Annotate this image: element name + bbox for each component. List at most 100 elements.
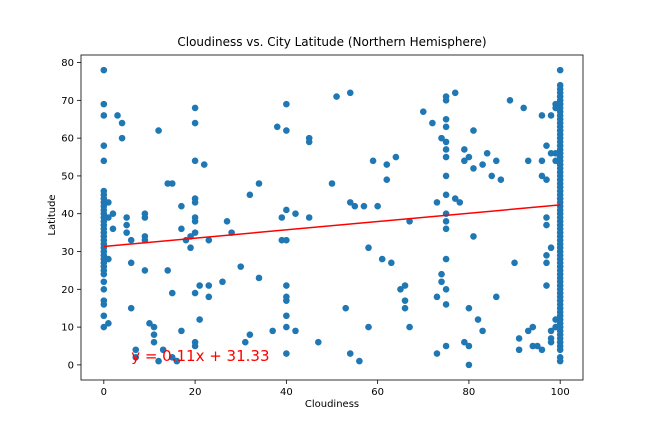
data-point [241, 338, 249, 346]
data-point [492, 157, 500, 165]
y-tick-label: 60 [61, 134, 74, 145]
data-point [283, 350, 290, 357]
data-point [465, 153, 473, 161]
data-point [191, 157, 199, 165]
data-point [433, 350, 441, 357]
data-point [278, 214, 286, 221]
data-point [365, 323, 372, 331]
data-point [442, 225, 450, 233]
data-point [219, 278, 226, 286]
data-point [191, 342, 199, 350]
data-point [315, 338, 322, 346]
data-point [383, 176, 391, 184]
data-point [283, 236, 290, 244]
data-point [456, 199, 464, 206]
data-point [328, 180, 336, 187]
data-point [556, 357, 564, 365]
data-points [100, 66, 564, 369]
data-point [205, 282, 213, 289]
data-point [438, 278, 445, 286]
data-point [442, 146, 450, 153]
data-point [538, 112, 546, 119]
data-point [346, 350, 354, 357]
data-point [255, 274, 263, 282]
data-point [360, 202, 368, 210]
data-point [164, 267, 172, 274]
data-point [479, 161, 486, 168]
data-point [442, 115, 450, 123]
data-point [100, 323, 108, 331]
data-point [132, 354, 140, 361]
data-point [552, 104, 559, 112]
data-point [100, 270, 108, 278]
data-point [388, 259, 395, 267]
data-point [155, 357, 162, 365]
data-point [470, 233, 477, 240]
data-point [429, 119, 436, 127]
data-point [346, 89, 354, 97]
data-point [246, 191, 254, 199]
y-tick-label: 70 [61, 96, 74, 107]
data-point [401, 297, 409, 304]
data-point [150, 323, 158, 331]
data-point [278, 236, 286, 244]
data-point [497, 176, 505, 184]
data-point [346, 199, 354, 206]
data-point [547, 327, 555, 335]
x-tick-label: 20 [189, 387, 202, 398]
data-point [442, 191, 450, 199]
x-axis: 0 20 40 60 80 100 [101, 380, 570, 398]
data-point [168, 354, 176, 361]
data-point [141, 267, 149, 274]
data-point [292, 210, 299, 218]
data-point [442, 217, 450, 225]
data-point [356, 357, 363, 365]
data-point [556, 66, 564, 74]
data-point [105, 255, 112, 263]
data-point [406, 217, 413, 225]
data-point [100, 278, 108, 286]
data-point [461, 157, 468, 165]
data-point [283, 323, 290, 331]
y-tick-label: 30 [61, 247, 74, 258]
data-point [383, 161, 391, 168]
data-point [461, 338, 468, 346]
data-point [114, 112, 121, 119]
data-point [433, 293, 441, 301]
data-point [237, 263, 245, 270]
data-point [100, 312, 108, 320]
data-point [365, 244, 372, 252]
data-point [488, 172, 496, 180]
data-point [191, 289, 199, 297]
data-point [132, 346, 140, 354]
regression-line [103, 204, 561, 248]
data-point [305, 138, 313, 146]
data-point [105, 320, 112, 327]
data-point [438, 134, 445, 142]
data-point [442, 301, 450, 308]
data-point [141, 214, 149, 221]
data-point [543, 282, 550, 289]
data-point [118, 119, 126, 127]
data-point [342, 304, 349, 312]
data-point [351, 202, 359, 210]
data-point [178, 327, 185, 335]
data-point [269, 327, 276, 335]
data-point [191, 119, 199, 127]
data-point [178, 202, 185, 210]
data-point [492, 293, 500, 301]
data-point [465, 361, 473, 369]
data-point [442, 286, 450, 293]
data-point [442, 153, 450, 161]
data-point [283, 312, 290, 320]
data-point [442, 255, 450, 263]
data-point [100, 142, 108, 149]
data-point [178, 225, 185, 233]
data-point [515, 346, 523, 354]
data-point [451, 89, 459, 97]
data-point [100, 112, 108, 119]
data-point [543, 259, 550, 267]
data-point [506, 97, 514, 104]
